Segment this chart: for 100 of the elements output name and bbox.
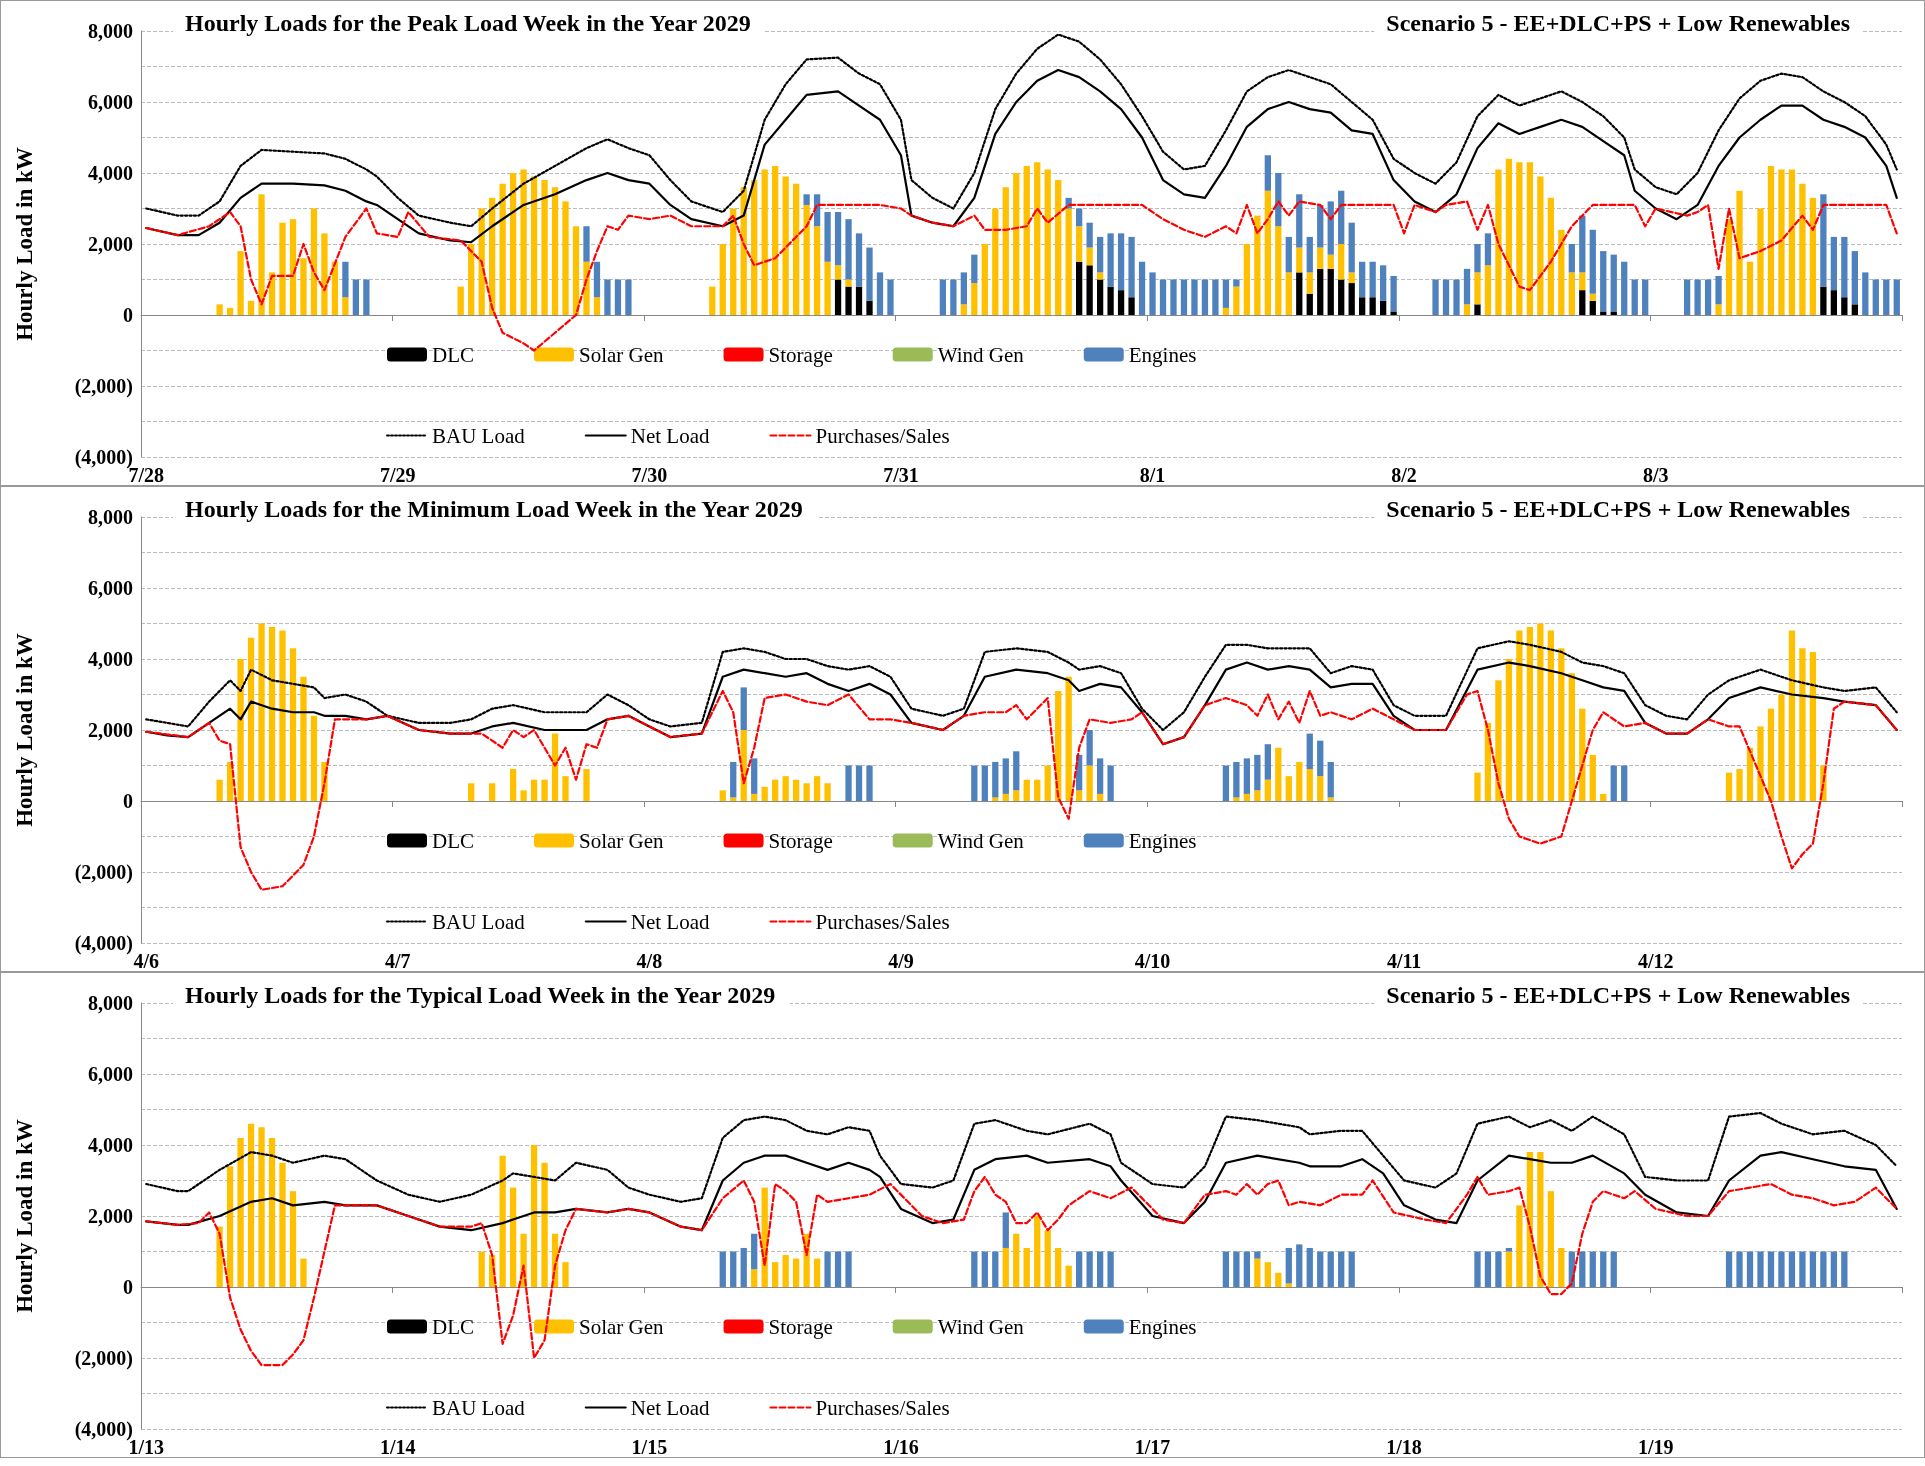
x-tick-label: 4/7 xyxy=(385,950,411,972)
legend-label: Net Load xyxy=(630,1395,710,1420)
bar xyxy=(1296,761,1303,801)
bar xyxy=(1621,765,1628,801)
bar xyxy=(562,201,569,315)
bar xyxy=(1715,304,1722,315)
bar xyxy=(1537,176,1544,315)
bar xyxy=(1348,222,1355,273)
bar xyxy=(1233,286,1240,315)
bar xyxy=(1600,311,1607,315)
y-tick-label: 0 xyxy=(123,304,133,326)
bar xyxy=(530,1145,538,1287)
line-series xyxy=(145,1111,1898,1203)
bar xyxy=(1338,1251,1345,1287)
y-tick-label: 2,000 xyxy=(88,719,133,741)
bar xyxy=(772,779,779,801)
x-tick-label: 4/11 xyxy=(1386,950,1422,972)
bar xyxy=(1317,204,1324,248)
legend-label: Engines xyxy=(1128,828,1197,853)
bar xyxy=(824,783,831,801)
bar xyxy=(499,1155,506,1287)
bar xyxy=(258,194,265,315)
bar xyxy=(1568,244,1575,273)
bar xyxy=(1296,1244,1303,1287)
bar xyxy=(1055,180,1062,315)
bar xyxy=(1589,293,1596,301)
legend-label: Storage xyxy=(768,1314,833,1339)
bar xyxy=(792,779,800,801)
bar xyxy=(1558,648,1565,801)
bar xyxy=(1264,155,1271,191)
bar xyxy=(1002,793,1009,801)
bar xyxy=(1317,740,1324,777)
bar xyxy=(1275,1272,1282,1287)
bar xyxy=(520,790,527,801)
bar xyxy=(1820,286,1827,315)
x-tick-label: 1/16 xyxy=(883,1436,919,1458)
bar xyxy=(1537,1152,1544,1287)
bar xyxy=(992,1251,999,1287)
bar xyxy=(1495,169,1502,315)
bar xyxy=(1086,265,1093,315)
bar xyxy=(761,786,768,801)
bar xyxy=(1023,779,1030,801)
bar xyxy=(1820,1251,1827,1287)
bar xyxy=(1442,279,1450,315)
bar xyxy=(468,244,475,315)
bar xyxy=(751,1233,758,1270)
y-tick-label: 4,000 xyxy=(88,648,133,670)
bar xyxy=(1002,187,1009,315)
bar xyxy=(1505,158,1513,315)
bar xyxy=(363,279,370,315)
bar xyxy=(352,279,360,315)
bar xyxy=(247,300,255,315)
bar xyxy=(824,261,831,315)
bar xyxy=(845,219,852,280)
bar xyxy=(1306,769,1313,801)
bar xyxy=(1013,173,1020,315)
bar xyxy=(992,208,999,315)
bar xyxy=(1023,1247,1030,1287)
bar xyxy=(1558,229,1565,315)
bar xyxy=(1359,261,1366,298)
bar xyxy=(541,180,548,315)
x-tick-label: 1/17 xyxy=(1134,1436,1171,1458)
bar xyxy=(1317,776,1324,801)
bar xyxy=(782,1255,789,1287)
bar xyxy=(593,297,601,315)
bar xyxy=(1463,304,1471,315)
bar xyxy=(719,244,726,315)
bar xyxy=(1285,1247,1292,1284)
bar xyxy=(1233,279,1240,287)
line-series xyxy=(145,1175,1898,1367)
bar xyxy=(247,637,255,801)
bar xyxy=(331,261,339,315)
bar xyxy=(855,233,863,287)
bar xyxy=(834,1251,842,1287)
bar xyxy=(1264,744,1271,780)
bar xyxy=(279,1162,286,1287)
bar xyxy=(782,176,789,315)
y-tick-label: 8,000 xyxy=(88,992,133,1014)
bar xyxy=(1233,797,1240,801)
bar xyxy=(1589,300,1596,315)
bar xyxy=(342,297,349,315)
bar xyxy=(1547,197,1554,315)
bar xyxy=(1610,311,1617,315)
bar xyxy=(237,1137,244,1287)
bar xyxy=(772,1262,779,1287)
bar xyxy=(792,183,800,315)
y-tick-label: (2,000) xyxy=(74,1347,133,1370)
bar xyxy=(1013,1233,1020,1287)
bar xyxy=(981,765,988,801)
bar xyxy=(1851,304,1858,315)
y-tick-label: 4,000 xyxy=(88,162,133,184)
bar xyxy=(1621,261,1628,315)
legend-label: Wind Gen xyxy=(937,1314,1025,1339)
bar xyxy=(1170,279,1177,315)
bar xyxy=(300,1258,307,1287)
bar xyxy=(1044,1230,1051,1287)
bar xyxy=(499,183,506,315)
bar xyxy=(1327,797,1334,801)
bar xyxy=(509,769,517,801)
bar xyxy=(1558,1247,1565,1287)
